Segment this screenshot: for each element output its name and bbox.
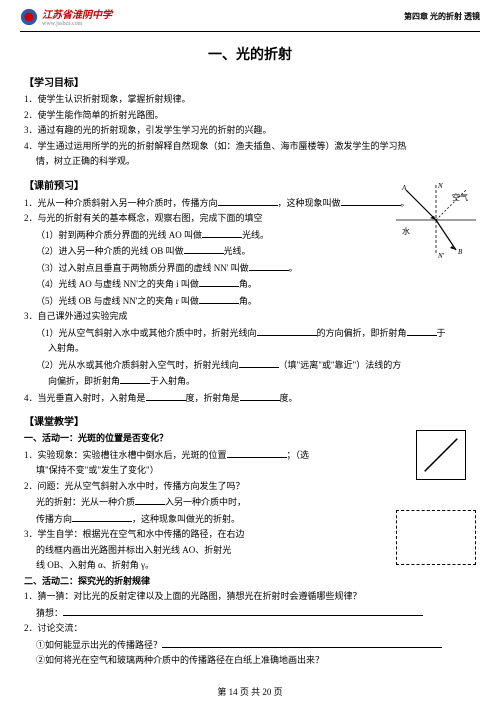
t: ，这种现象叫做光的折射。 (132, 514, 240, 524)
pre-3-1b: 入射角。 (24, 342, 476, 356)
header-divider (20, 31, 480, 32)
blank[interactable] (135, 495, 165, 505)
blank[interactable] (184, 244, 224, 254)
t: 的方向偏折，即折射角 (317, 328, 407, 338)
goal-2: 2．使学生能作简单的折射光路图。 (24, 109, 476, 123)
label-N: N (437, 182, 443, 190)
t: （2）光从水或其他介质斜射入空气时，折射光线向 (36, 360, 239, 370)
t: 1．光从一种介质斜射入另一种介质时，传播方向 (24, 198, 218, 208)
logo-area: 江苏省淮阴中学 www.jssbzs.com (20, 6, 112, 27)
blank[interactable] (249, 261, 289, 271)
label-A: A (401, 184, 407, 192)
act1-1b: 填"保持不变"或"发生了变化"） (24, 464, 476, 478)
pre-3-1: （1）光从空气斜射入水中或其他介质中时，折射光线向 的方向偏折，即折射角 于 (24, 326, 476, 341)
t: 猜想： (36, 608, 63, 618)
school-logo-icon (20, 8, 38, 26)
pre-3-2b: 向偏折，即折射角 于入射角。 (24, 374, 476, 389)
t: 光线。 (224, 246, 251, 256)
t: 向偏折，即折射角 (48, 376, 120, 386)
goal-3: 3．通过有趣的光的折射现象，引发学生学习光的折射的兴趣。 (24, 124, 476, 138)
blank[interactable] (146, 391, 186, 401)
pre-3: 3．自己课外通过实验完成 (24, 310, 476, 324)
act1-1: 1．实验现象：实验槽往水槽中倒水后，光斑的位置 ；（选 (24, 448, 476, 463)
blank[interactable] (162, 638, 442, 648)
goal-1: 1．使学生认识折射现象，掌握折射规律。 (24, 93, 476, 107)
school-name: 江苏省淮阴中学 (42, 6, 112, 21)
pre-2-4: （4）光线 AO 与虚线 NN'之的夹角 i 叫做 角。 (24, 277, 476, 292)
blank[interactable] (257, 326, 317, 336)
blank[interactable] (202, 228, 242, 238)
t: （2）进入另一种介质的光线 OB 叫做 (36, 246, 184, 256)
blank[interactable] (199, 294, 239, 304)
refraction-diagram-icon: N N' A B 空气 水 (396, 180, 476, 260)
blank[interactable] (218, 196, 278, 206)
blank[interactable] (72, 512, 132, 522)
pre-2-5: （5）光线 OB 与虚线 NN'之的夹角 r 叫做 角。 (24, 294, 476, 309)
blank[interactable] (227, 448, 287, 458)
t: 入另一种介质中时， (165, 497, 246, 507)
blank[interactable] (407, 326, 437, 336)
blank[interactable] (120, 374, 150, 384)
t: 光的折射：光从一种介质 (36, 497, 135, 507)
act2-2b: ②如何将光在空气和玻璃两种介质中的传播路径在白纸上准确地画出来？ (24, 654, 476, 668)
act2-1b: 猜想： (24, 606, 476, 621)
drawing-box[interactable] (396, 510, 476, 565)
blank[interactable] (239, 358, 279, 368)
label-water: 水 (402, 226, 410, 236)
goal-4: 4．学生通过运用所学的光的折射解释自然现象（如：渔夫插鱼、海市蜃楼等）激发学生的… (24, 140, 476, 154)
t: 于入射角。 (150, 376, 195, 386)
t: 传播方向 (36, 514, 72, 524)
act2-1: 1．猜一猜：对比光的反射定律以及上面的光路图，猜想光在折射时会遵循哪些规律？ (24, 590, 476, 604)
label-air: 空气 (452, 192, 468, 202)
blank[interactable] (341, 196, 401, 206)
blank[interactable] (240, 391, 280, 401)
pre-3-2: （2）光从水或其他介质斜射入空气时，折射光线向 （填"远离"或"靠近"）法线的方 (24, 358, 476, 373)
t: 度，折射角是 (186, 393, 240, 403)
t: （1）射到两种介质分界面的光线 AO 叫做 (36, 230, 202, 240)
chapter-label: 第四章 光的折射 透镜 (404, 11, 480, 22)
t: 1．实验现象：实验槽往水槽中倒水后，光斑的位置 (24, 450, 227, 460)
page-footer: 第 14 页 共 20 页 (0, 685, 500, 698)
t: ，这种现象叫做 (278, 198, 341, 208)
activity2-heading: 二、活动二：探究光的折射规律 (24, 575, 476, 589)
t: 于 (437, 328, 446, 338)
act1-2b: 光的折射：光从一种介质 入另一种介质中时， (24, 495, 476, 510)
t: （1）光从空气斜射入水中或其他介质中时，折射光线向 (36, 328, 257, 338)
page-header: 江苏省淮阴中学 www.jssbzs.com 第四章 光的折射 透镜 (0, 0, 500, 29)
blank[interactable] (63, 606, 423, 616)
t: 。 (289, 263, 298, 273)
t: 光线。 (242, 230, 269, 240)
school-url: www.jssbzs.com (42, 21, 112, 27)
t: ；（选 (287, 450, 310, 460)
pre-2-3: （3）过入射点且垂直于两物质分界面的虚线 NN' 叫做 。 (24, 261, 476, 276)
light-spot-diagram-icon (416, 430, 466, 480)
act1-2: 2．问题：光从空气斜射入水中时，传播方向发生了吗？ (24, 480, 476, 494)
t: （4）光线 AO 与虚线 NN'之的夹角 i 叫做 (36, 279, 199, 289)
t: （3）过入射点且垂直于两物质分界面的虚线 NN' 叫做 (36, 263, 249, 273)
pre-4: 4．当光垂直入射时，入射角是 度，折射角是 度。 (24, 391, 476, 406)
section-class-heading: 课堂教学 (24, 413, 476, 428)
t: 角。 (239, 296, 257, 306)
label-B: B (458, 248, 463, 256)
t: 4．当光垂直入射时，入射角是 (24, 393, 146, 403)
label-Np: N' (437, 252, 445, 260)
t: 角。 (239, 279, 257, 289)
goal-4b: 情，树立正确的科学观。 (24, 155, 476, 169)
t: 度。 (280, 393, 298, 403)
section-goals-heading: 学习目标 (24, 74, 476, 89)
blank[interactable] (199, 277, 239, 287)
t: （填"远离"或"靠近"）法线的方 (279, 360, 402, 370)
act2-2: 2．讨论交流： (24, 622, 476, 636)
page-title: 一、光的折射 (24, 44, 476, 64)
t: ①如何能显示出光的传播路径？ (36, 640, 162, 650)
content-area: 一、光的折射 学习目标 1．使学生认识折射现象，掌握折射规律。 2．使学生能作简… (0, 34, 500, 674)
act2-2a: ①如何能显示出光的传播路径？ (24, 638, 476, 653)
t: （5）光线 OB 与虚线 NN'之的夹角 r 叫做 (36, 296, 199, 306)
activity1-heading: 一、活动一：光斑的位置是否变化？ (24, 432, 476, 446)
